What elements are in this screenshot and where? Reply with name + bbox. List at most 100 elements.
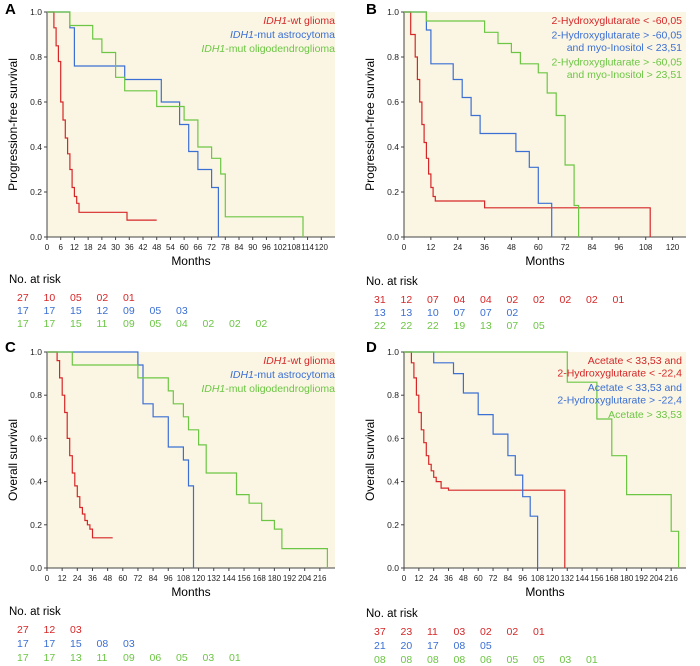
risk-count-blue: 17: [44, 305, 56, 317]
x-tick-label: 216: [313, 574, 327, 583]
legend-entry-blue: IDH1-mut astrocytoma: [230, 369, 335, 381]
x-tick-label: 192: [283, 574, 297, 583]
risk-count-green: 06: [480, 654, 492, 666]
risk-count-blue: 07: [480, 307, 492, 319]
risk-count-green: 05: [533, 320, 545, 332]
y-tick-label: 0.6: [30, 97, 42, 107]
y-tick-label: 0.2: [387, 520, 399, 530]
risk-count-blue: 03: [123, 638, 135, 650]
y-tick-label: 1.0: [30, 347, 42, 357]
x-tick-label: 120: [192, 574, 206, 583]
risk-count-red: 12: [44, 624, 56, 636]
x-tick-label: 96: [614, 243, 623, 252]
x-axis-label: Months: [525, 585, 564, 599]
x-tick-label: 24: [73, 574, 82, 583]
x-tick-label: 156: [590, 574, 604, 583]
y-tick-label: 0.2: [30, 520, 42, 530]
y-tick-label: 0.4: [30, 142, 42, 152]
x-tick-label: 180: [620, 574, 634, 583]
x-tick-label: 24: [429, 574, 438, 583]
x-tick-label: 12: [58, 574, 67, 583]
x-tick-label: 192: [635, 574, 649, 583]
risk-count-blue: 08: [97, 638, 109, 650]
legend-rest-part: -mut astrocytoma: [254, 369, 335, 381]
risk-count-green: 02: [229, 318, 241, 330]
x-tick-label: 96: [262, 243, 271, 252]
x-tick-label: 72: [207, 243, 216, 252]
y-axis-label: Overall survival: [363, 419, 377, 501]
risk-count-blue: 05: [480, 640, 492, 652]
plot-area: [404, 352, 686, 568]
legend-entry-blue: IDH1-mut astrocytoma: [230, 29, 335, 41]
x-tick-label: 36: [88, 574, 97, 583]
risk-count-green: 17: [17, 652, 29, 664]
legend-italic-part: IDH1: [230, 369, 254, 381]
x-tick-label: 36: [444, 574, 453, 583]
panel-label: B: [366, 1, 377, 18]
x-tick-label: 60: [180, 243, 189, 252]
legend-italic-part: IDH1: [263, 355, 287, 367]
risk-count-green: 17: [17, 318, 29, 330]
y-tick-label: 0.4: [387, 477, 399, 487]
legend-rest-part: -wt glioma: [287, 15, 335, 27]
survival-curve-blue: [47, 351, 195, 568]
survival-curve-blue: [404, 11, 553, 237]
plot-area: [47, 352, 335, 568]
y-tick-label: 0.0: [387, 232, 399, 242]
risk-count-blue: 17: [427, 640, 439, 652]
legend-entry-green: IDH1-mut oligodendroglioma: [201, 383, 335, 395]
x-axis-label: Months: [525, 254, 564, 268]
x-tick-label: 78: [221, 243, 230, 252]
x-tick-label: 120: [315, 243, 329, 252]
risk-heading: No. at risk: [9, 274, 61, 286]
plot-area: [47, 12, 335, 237]
risk-count-red: 02: [507, 294, 519, 306]
risk-count-green: 19: [454, 320, 466, 332]
legend-entry-blue: 2-Hydroxyglutarate > -22,4: [557, 395, 682, 407]
risk-count-green: 06: [150, 652, 162, 664]
risk-count-red: 27: [17, 624, 29, 636]
legend-entry-green: and myo-Inositol > 23,51: [567, 69, 682, 81]
x-tick-label: 48: [103, 574, 112, 583]
legend-entry-green: IDH1-mut oligodendroglioma: [201, 43, 335, 55]
risk-count-green: 11: [97, 318, 108, 330]
x-tick-label: 30: [111, 243, 120, 252]
risk-count-green: 03: [560, 654, 572, 666]
legend-rest-part: -mut astrocytoma: [254, 29, 335, 41]
y-tick-label: 0.4: [387, 142, 399, 152]
x-tick-label: 120: [666, 243, 680, 252]
risk-count-red: 02: [560, 294, 572, 306]
risk-count-red: 07: [427, 294, 439, 306]
risk-count-blue: 09: [123, 305, 135, 317]
panel-b: B 0.0 0.2 0.4 0.6 0.8 1.0 0 12 24 36 48 60 72 84 96 108 1…: [363, 1, 686, 332]
risk-count-green: 08: [454, 654, 466, 666]
risk-count-red: 01: [123, 292, 135, 304]
risk-count-red: 02: [507, 626, 519, 638]
x-tick-label: 48: [459, 574, 468, 583]
risk-count-green: 01: [586, 654, 598, 666]
survival-curve-green: [404, 351, 680, 568]
x-tick-label: 36: [480, 243, 489, 252]
risk-count-blue: 13: [374, 307, 386, 319]
risk-heading: No. at risk: [366, 276, 418, 288]
risk-count-green: 22: [401, 320, 413, 332]
y-axis-label: Overall survival: [6, 419, 20, 501]
survival-curve-green: [404, 11, 580, 237]
risk-count-red: 01: [613, 294, 625, 306]
risk-count-green: 05: [150, 318, 162, 330]
y-tick-label: 0.0: [30, 563, 42, 573]
risk-count-green: 13: [480, 320, 492, 332]
x-tick-label: 24: [453, 243, 462, 252]
x-tick-label: 60: [118, 574, 127, 583]
x-tick-label: 12: [426, 243, 435, 252]
x-tick-label: 0: [45, 243, 50, 252]
risk-count-green: 15: [70, 318, 82, 330]
risk-count-green: 02: [203, 318, 215, 330]
x-tick-label: 0: [402, 243, 407, 252]
survival-curve-blue: [404, 351, 539, 568]
x-axis-label: Months: [171, 585, 210, 599]
x-tick-label: 72: [133, 574, 142, 583]
x-tick-label: 168: [605, 574, 619, 583]
x-tick-label: 60: [534, 243, 543, 252]
x-tick-label: 156: [237, 574, 251, 583]
